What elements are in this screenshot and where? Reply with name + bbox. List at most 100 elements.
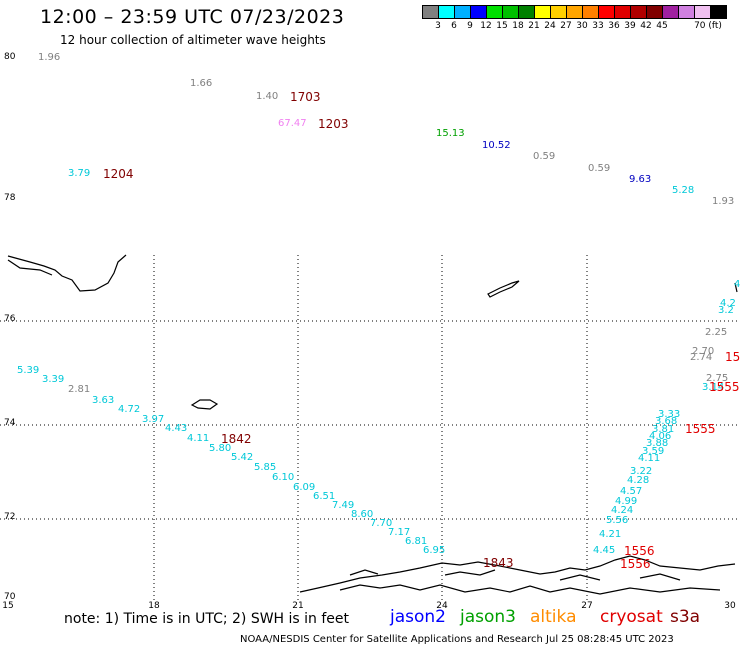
wave-height-label: 2.70 <box>692 346 715 357</box>
legend-s3a: s3a <box>670 607 701 627</box>
wave-height-label: 1.66 <box>190 78 213 89</box>
wave-height-label: 3.79 <box>68 168 91 179</box>
scale-label: 9 <box>467 21 473 31</box>
pass-time-label: 1555 <box>685 422 716 436</box>
wave-height-label: 5.42 <box>231 452 254 463</box>
lat-label-80: 80 <box>4 52 16 62</box>
wave-height-label: 6.10 <box>272 472 295 483</box>
wave-height-label: 6.81 <box>405 536 428 547</box>
wave-height-label: 4.06 <box>649 431 672 442</box>
wave-height-label: 5.56 <box>606 515 629 526</box>
wave-height-label: 67.47 <box>278 118 307 129</box>
scale-label: 33 <box>592 21 604 31</box>
lat-label-70: 70 <box>4 592 16 602</box>
wave-height-label: 7.70 <box>370 518 393 529</box>
wave-height-label: 2.81 <box>68 384 91 395</box>
scale-label: 45 <box>656 21 668 31</box>
legend-cryosat: cryosat <box>600 607 663 627</box>
wave-height-label: 4 <box>734 279 740 290</box>
wave-height-label: 6.95 <box>423 545 446 556</box>
lon-label-27: 27 <box>581 601 593 611</box>
wave-height-label: 5.85 <box>254 462 277 473</box>
coastline <box>7 254 738 595</box>
graticule <box>0 255 740 600</box>
wave-height-label: 4.72 <box>118 404 141 415</box>
lon-label-15: 15 <box>2 601 14 611</box>
wave-height-label: 3.63 <box>92 395 115 406</box>
pass-time-label: 1204 <box>103 167 134 181</box>
lat-label-76: 76 <box>4 314 16 324</box>
franz-josef-coast <box>734 282 738 293</box>
wave-height-label: 3.14 <box>702 382 725 393</box>
wave-height-label: 4.11 <box>187 433 210 444</box>
scale-label: 6 <box>451 21 457 31</box>
north-coast <box>299 555 736 595</box>
wave-height-label: 2.75 <box>706 373 729 384</box>
map-title: 12:00 – 23:59 UTC 07/23/2023 <box>40 6 345 28</box>
pass-time-label: 1703 <box>290 90 321 104</box>
pass-time-label: 1842 <box>221 432 252 446</box>
note-text: note: 1) Time is in UTC; 2) SWH is in fe… <box>64 611 350 627</box>
lon-label-18: 18 <box>148 601 160 611</box>
scale-label: 42 <box>640 21 652 31</box>
color-scale-bar <box>422 5 727 19</box>
wave-height-label: 3.39 <box>42 374 65 385</box>
wave-height-label: 0.59 <box>533 151 556 162</box>
wave-height-label: 15.13 <box>436 128 465 139</box>
scale-label: 27 <box>560 21 572 31</box>
scale-label: 30 <box>576 21 588 31</box>
lat-label-74: 74 <box>4 418 16 428</box>
lon-label-24: 24 <box>436 601 448 611</box>
scale-label: 18 <box>512 21 524 31</box>
wave-height-label: 2.74 <box>690 352 713 363</box>
legend-altika: altika <box>530 607 577 627</box>
wave-height-label: 4.57 <box>620 486 643 497</box>
map-subtitle: 12 hour collection of altimeter wave hei… <box>60 33 326 47</box>
legend-jason2: jason2 <box>390 607 446 627</box>
wave-height-label: 6.09 <box>293 482 316 493</box>
scale-label: 21 <box>528 21 540 31</box>
wave-height-label: 7.17 <box>388 527 411 538</box>
wave-height-label: 0.59 <box>588 163 611 174</box>
color-scale-labels: 3 6 9 12 15 18 21 24 27 30 33 36 39 42 45 70 (ft) <box>422 21 740 33</box>
wave-height-label: 3.59 <box>642 446 665 457</box>
pass-time-label: 1556 <box>620 557 651 571</box>
pass-time-label: 1556 <box>624 544 655 558</box>
svalbard-coast <box>7 254 127 292</box>
pass-time-label: 1203 <box>318 117 349 131</box>
wave-height-label: 7.49 <box>332 500 355 511</box>
wave-height-label: 4.28 <box>627 475 650 486</box>
wave-height-label: 4.21 <box>599 529 622 540</box>
wave-height-label: 1.96 <box>38 52 61 63</box>
wave-height-label: 3.81 <box>652 424 675 435</box>
footer-credit: NOAA/NESDIS Center for Satellite Applica… <box>240 634 674 645</box>
scale-label: 15 <box>496 21 508 31</box>
wave-height-label: 3.2 <box>718 305 734 316</box>
wave-height-label: 4.99 <box>615 496 638 507</box>
wave-height-label: 4.11 <box>638 453 661 464</box>
wave-height-label: 8.60 <box>351 509 374 520</box>
wave-height-label: 1.93 <box>712 196 735 207</box>
wave-height-label: 5.80 <box>209 443 232 454</box>
pass-time-label: 15 <box>725 350 740 364</box>
scale-swatch <box>710 5 727 19</box>
lon-label-21: 21 <box>292 601 304 611</box>
wave-height-label: 3.97 <box>142 414 165 425</box>
wave-height-label: 4.45 <box>593 545 616 556</box>
pass-time-label: 1555 <box>709 380 740 394</box>
lon-label-30: 30 <box>724 601 736 611</box>
scale-label: 36 <box>608 21 620 31</box>
scale-label: 24 <box>544 21 556 31</box>
wave-height-label: 4.2 <box>720 298 736 309</box>
wave-height-label: 5.28 <box>672 185 695 196</box>
lat-label-72: 72 <box>4 512 16 522</box>
wave-height-label: 9.63 <box>629 174 652 185</box>
wave-height-label: 4.43 <box>165 423 188 434</box>
wave-height-label: 6.51 <box>313 491 336 502</box>
wave-height-label: 3.22 <box>630 466 653 477</box>
wave-height-label: 10.52 <box>482 140 511 151</box>
wave-height-label: 1.40 <box>256 91 279 102</box>
scale-label: 70 (ft) <box>694 21 722 31</box>
pass-time-label: 1843 <box>483 556 514 570</box>
